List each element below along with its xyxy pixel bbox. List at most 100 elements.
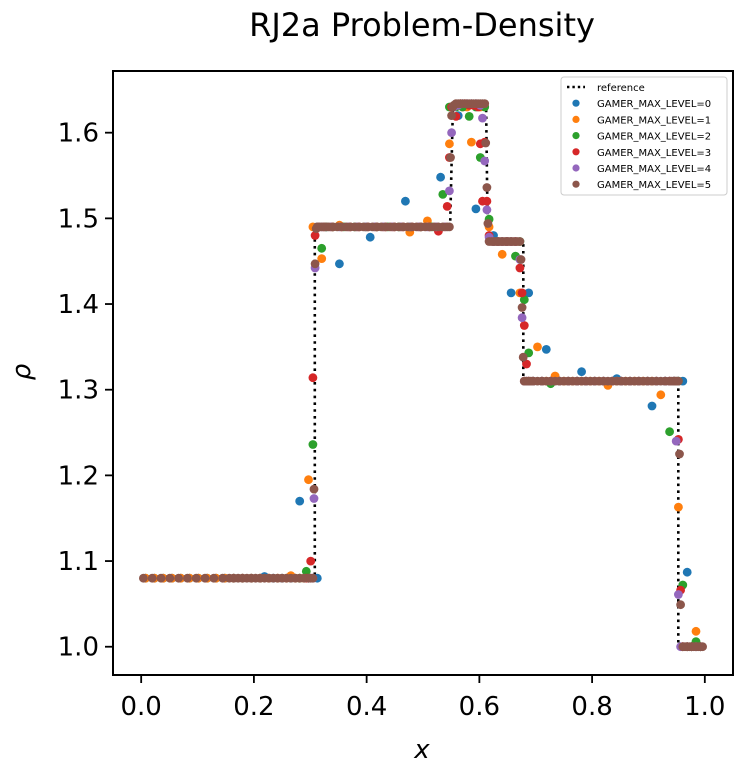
point-level-5 — [445, 222, 454, 232]
point-level-3 — [515, 263, 525, 273]
y-tick-label: 1.2 — [58, 461, 99, 491]
point-level-5 — [515, 237, 525, 246]
point-level-0 — [682, 567, 692, 577]
point-level-5 — [165, 573, 175, 583]
point-level-1 — [445, 139, 454, 149]
point-level-5 — [675, 449, 684, 459]
point-level-3 — [519, 321, 529, 330]
plot-frame — [112, 70, 734, 676]
legend-label-level-0: GAMER_MAX_LEVEL=0 — [597, 99, 711, 110]
point-level-0 — [577, 367, 586, 377]
point-level-0 — [647, 401, 657, 411]
point-level-0 — [295, 496, 305, 506]
point-level-3 — [306, 556, 316, 566]
y-tick-label: 1.0 — [58, 633, 99, 663]
point-level-4 — [671, 436, 681, 446]
point-level-2 — [519, 295, 529, 305]
point-level-4 — [478, 113, 487, 123]
point-level-5 — [156, 573, 166, 583]
point-level-5 — [481, 138, 491, 148]
x-tick-label: 0.6 — [459, 692, 500, 722]
point-level-5 — [518, 352, 528, 362]
point-level-1 — [533, 342, 542, 352]
legend-swatch-level-3 — [572, 148, 580, 156]
point-level-5 — [698, 642, 707, 652]
point-level-4 — [674, 590, 683, 599]
point-level-5 — [209, 573, 219, 583]
point-level-5 — [310, 259, 320, 269]
point-level-4 — [445, 186, 454, 196]
point-level-1 — [467, 137, 476, 147]
x-tick-label: 1.0 — [684, 692, 725, 722]
y-tick-label: 1.1 — [58, 547, 99, 577]
legend-label-level-2: GAMER_MAX_LEVEL=2 — [597, 132, 711, 143]
x-tick-label: 0.2 — [233, 692, 274, 722]
legend-label-level-4: GAMER_MAX_LEVEL=4 — [597, 164, 711, 175]
y-tick-label: 1.5 — [58, 204, 99, 234]
point-level-5 — [483, 219, 493, 228]
point-level-0 — [401, 196, 410, 206]
point-level-3 — [482, 196, 492, 206]
legend-swatch-level-1 — [572, 115, 580, 123]
point-level-5 — [517, 303, 527, 312]
point-level-5 — [191, 573, 201, 583]
x-axis-label: x — [413, 735, 430, 765]
point-level-1 — [674, 502, 683, 512]
point-level-2 — [665, 427, 674, 437]
point-level-2 — [464, 112, 474, 121]
point-level-0 — [541, 345, 551, 354]
point-level-0 — [506, 288, 516, 298]
y-tick-label: 1.3 — [58, 376, 99, 406]
point-level-5 — [309, 484, 319, 494]
legend-label-level-1: GAMER_MAX_LEVEL=1 — [597, 115, 711, 126]
point-level-2 — [438, 190, 448, 199]
y-axis-label: ρ — [7, 363, 37, 380]
point-level-1 — [691, 626, 701, 636]
scatter-points-layer — [139, 99, 707, 652]
point-level-5 — [183, 573, 192, 583]
y-tick-label: 1.4 — [58, 290, 99, 320]
legend-box — [560, 76, 728, 196]
axes-layer: 0.0 0.2 0.4 0.6 0.8 1.0 1.0 1.1 1.2 1.3 1.4 1.5 1.6 — [58, 70, 734, 722]
point-level-3 — [522, 359, 531, 369]
point-level-5 — [218, 573, 228, 583]
legend-swatch-level-0 — [572, 99, 580, 107]
point-level-0 — [471, 204, 481, 214]
legend: reference GAMER_MAX_LEVEL=0 GAMER_MAX_LEVE… — [560, 76, 728, 196]
point-level-1 — [304, 475, 313, 485]
legend-swatch-level-4 — [572, 164, 580, 172]
point-level-5 — [139, 573, 148, 583]
point-level-5 — [200, 573, 210, 583]
point-level-5 — [480, 99, 490, 108]
point-level-5 — [147, 573, 157, 583]
legend-label-level-3: GAMER_MAX_LEVEL=3 — [597, 148, 711, 159]
y-tick-label: 1.6 — [58, 119, 99, 149]
point-level-2 — [317, 243, 327, 253]
point-level-3 — [517, 288, 527, 298]
x-tick-label: 0.8 — [571, 692, 612, 722]
point-level-1 — [497, 249, 507, 259]
point-level-2 — [301, 566, 311, 576]
point-level-4 — [447, 128, 456, 138]
point-level-0 — [365, 232, 375, 242]
point-level-4 — [309, 494, 319, 503]
point-level-2 — [308, 440, 318, 449]
point-level-5 — [482, 183, 492, 192]
point-level-3 — [442, 202, 452, 211]
point-level-3 — [308, 373, 318, 383]
series-level-5 — [139, 99, 707, 652]
point-level-5 — [447, 111, 456, 120]
point-level-0 — [524, 288, 534, 298]
point-level-5 — [674, 376, 683, 386]
point-level-5 — [446, 153, 455, 162]
x-tick-label: 0.4 — [346, 692, 387, 722]
point-level-3 — [310, 231, 320, 240]
point-level-5 — [174, 573, 184, 583]
legend-swatch-level-2 — [572, 132, 580, 140]
chart-title: RJ2a Problem-Density — [249, 6, 595, 44]
point-level-4 — [482, 205, 492, 215]
point-level-0 — [436, 172, 445, 182]
point-level-4 — [480, 156, 490, 166]
